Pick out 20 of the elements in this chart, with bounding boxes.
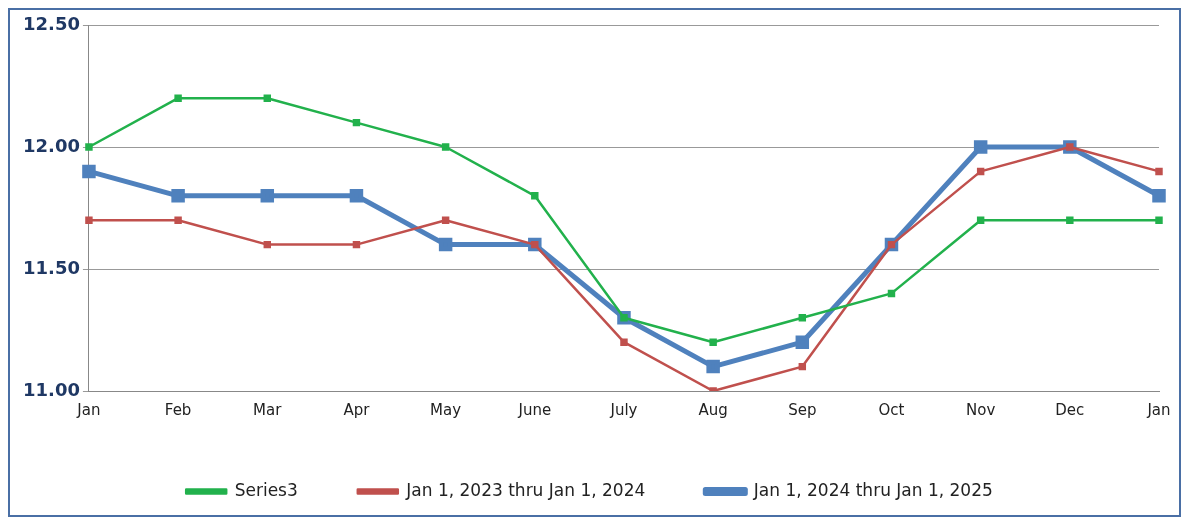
x-tick-label: Nov <box>966 400 996 419</box>
x-tick-label: Feb <box>164 400 192 419</box>
y-tick-label: 11.50 <box>23 256 80 278</box>
x-tick-label: June <box>517 400 552 419</box>
legend-label: Series3 <box>234 479 298 500</box>
x-tick-label: Oct <box>878 400 905 419</box>
y-tick-label: 12.00 <box>23 134 80 156</box>
x-tick-label: May <box>430 400 462 419</box>
y-tick-label: 12.50 <box>23 12 80 34</box>
x-tick-label: Apr <box>343 400 371 419</box>
x-tick-label: Sep <box>788 400 817 419</box>
x-tick-label: Aug <box>698 400 728 419</box>
x-tick-label: Jan <box>1146 400 1171 419</box>
y-tick-label: 11.00 <box>23 378 80 400</box>
x-tick-label: Jan <box>76 400 101 419</box>
x-tick-label: July <box>609 400 638 419</box>
legend-label: Jan 1, 2024 thru Jan 1, 2025 <box>752 479 993 500</box>
x-tick-label: Mar <box>253 400 283 419</box>
legend-label: Jan 1, 2023 thru Jan 1, 2024 <box>405 479 646 500</box>
x-tick-label: Dec <box>1055 400 1085 419</box>
